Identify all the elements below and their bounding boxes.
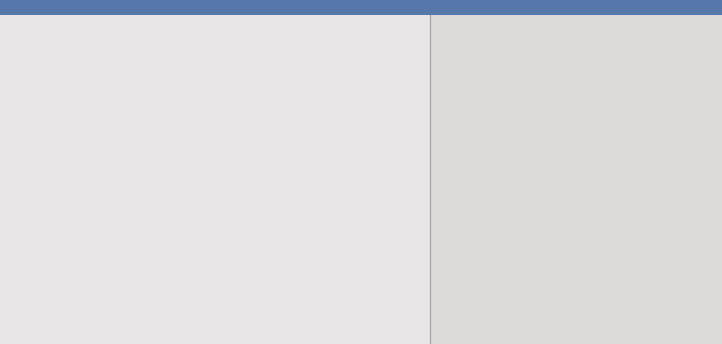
Text: Column B: Column B bbox=[238, 44, 308, 58]
Text: The slope between (4, 4): The slope between (4, 4) bbox=[238, 104, 403, 117]
Text: D: D bbox=[472, 272, 481, 282]
Text: and (2, 8): and (2, 8) bbox=[260, 155, 325, 169]
Text: Column A: Column A bbox=[58, 44, 127, 58]
Text: A: A bbox=[473, 91, 480, 101]
Text: PREV. QUESTION: PREV. QUESTION bbox=[455, 32, 526, 41]
Text: The quantity in Column B is greater.: The quantity in Column B is greater. bbox=[513, 150, 722, 163]
FancyBboxPatch shape bbox=[544, 16, 671, 56]
Text: C: C bbox=[473, 212, 480, 222]
Text: ×: × bbox=[443, 151, 452, 162]
Text: ×: × bbox=[443, 272, 452, 282]
Text: 4x − 2y = 10: 4x − 2y = 10 bbox=[58, 158, 159, 172]
Text: B: B bbox=[473, 151, 480, 162]
Text: ×: × bbox=[443, 91, 452, 101]
Text: The slope of: The slope of bbox=[58, 104, 139, 117]
FancyBboxPatch shape bbox=[432, 16, 549, 56]
Text: ×: × bbox=[443, 212, 452, 222]
Text: The quantity in Column A is greater.: The quantity in Column A is greater. bbox=[513, 90, 722, 103]
Text: The relationship cannot be
determined from the information
given.: The relationship cannot be determined fr… bbox=[513, 254, 708, 300]
Text: The two quantities are equal.: The two quantities are equal. bbox=[513, 210, 687, 223]
Text: NEXT QUESTION: NEXT QUESTION bbox=[569, 32, 647, 41]
